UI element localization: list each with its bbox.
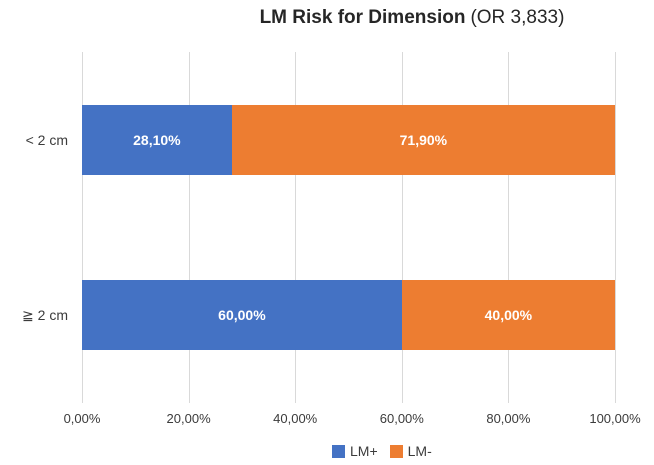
plot-area: 28,10% 71,90% 60,00% 40,00%: [82, 52, 616, 403]
bar-segment-LM-: 71,90%: [231, 105, 615, 175]
x-tick-label: 60,00%: [379, 411, 424, 426]
chart-title: LM Risk for Dimension (OR 3,833): [260, 6, 565, 30]
bar-row: 28,10% 71,90%: [82, 105, 615, 175]
x-tick-label: 100,00%: [589, 411, 641, 426]
bar-row: 60,00% 40,00%: [82, 280, 615, 350]
gridline: [401, 52, 403, 403]
bar-segment-LM+: 28,10%: [82, 105, 232, 175]
legend-label: LM-: [407, 443, 432, 459]
gridline: [508, 52, 510, 403]
category-label: < 2 cm: [25, 132, 68, 148]
gridline: [615, 52, 616, 403]
bar-data-label: 28,10%: [133, 132, 181, 148]
legend-item-LM+: LM+: [332, 443, 378, 459]
chart-title-suffix: (OR 3,833): [470, 7, 565, 28]
legend-item-LM-: LM-: [389, 443, 432, 459]
bar-data-label: 60,00%: [218, 307, 266, 323]
bar-data-label: 71,90%: [399, 132, 448, 148]
gridline: [82, 52, 83, 403]
chart-title-main: LM Risk for Dimension: [259, 7, 466, 28]
legend-label: LM+: [350, 443, 378, 459]
legend-swatch-icon: [332, 444, 345, 458]
legend-swatch-icon: [389, 444, 403, 458]
bar-segment-LM-: 40,00%: [401, 280, 615, 350]
legend: LM+ LM-: [332, 443, 432, 459]
x-tick-label: 0,00%: [63, 411, 101, 426]
x-tick-label: 20,00%: [166, 411, 211, 426]
bar-data-label: 40,00%: [484, 307, 533, 323]
bar-segment-LM+: 60,00%: [82, 280, 402, 350]
x-tick-label: 80,00%: [486, 411, 531, 426]
gridline: [188, 52, 190, 403]
gridline: [295, 52, 297, 403]
category-label: ≧ 2 cm: [22, 307, 68, 323]
x-tick-label: 40,00%: [273, 411, 318, 426]
